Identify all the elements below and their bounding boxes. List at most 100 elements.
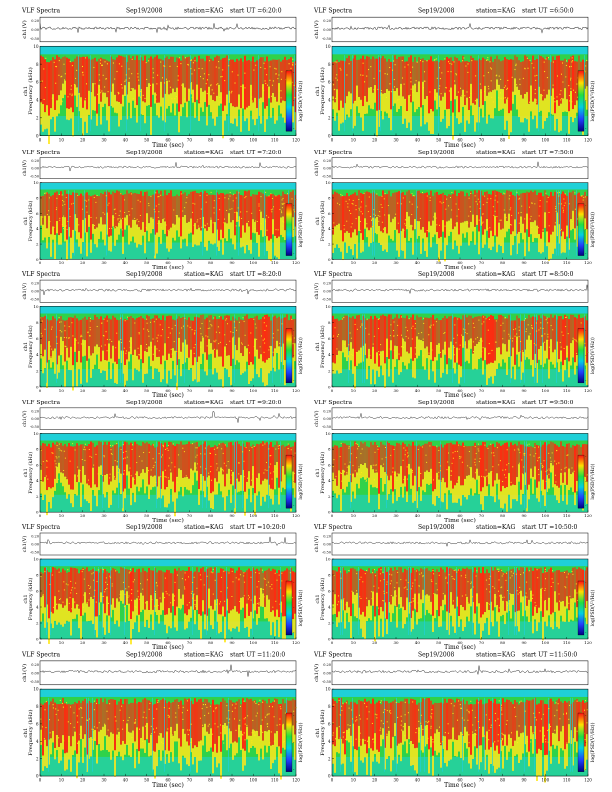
spectrogram-speckle <box>279 603 281 605</box>
spectrogram-speckle <box>103 569 105 571</box>
spectrogram-speckle <box>238 462 240 464</box>
spectrogram-speckle <box>114 460 116 462</box>
spectrogram-speckle <box>482 221 484 223</box>
spectrogram-speckle <box>279 445 281 447</box>
spectrogram-speckle <box>438 462 440 464</box>
spectrogram-gap <box>294 190 295 256</box>
spectrogram-column-mid <box>510 110 512 133</box>
spectrogram-speckle <box>123 470 125 472</box>
spectrogram-gap <box>480 190 481 256</box>
spectrogram-gap <box>342 567 343 635</box>
spectrogram-column-high <box>172 56 174 89</box>
spectrogram-speckle <box>216 351 218 353</box>
spectrogram-speckle <box>104 61 106 63</box>
spectrogram-speckle <box>488 318 490 320</box>
spectrogram-speckle <box>583 196 585 198</box>
colorbar-tick-label: - <box>585 203 587 208</box>
spectrogram-column-high <box>44 315 46 350</box>
spectrogram-speckle <box>56 207 58 209</box>
spectrogram-speckle <box>417 448 419 450</box>
spectrogram-speckle <box>375 464 377 466</box>
spectrogram-column-mid <box>420 229 422 254</box>
spectrogram-column-mid <box>388 480 390 495</box>
y-tick-label: 6 <box>36 336 39 341</box>
spectrogram-column-mid <box>80 362 82 384</box>
spectrogram-column-high <box>94 446 96 485</box>
spectrogram-column-high <box>188 441 190 479</box>
spectrogram-speckle <box>193 352 195 354</box>
colorbar-tick-label: - <box>293 327 295 332</box>
spectrogram-speckle <box>68 337 70 339</box>
spectrogram-column-mid <box>160 364 162 383</box>
spectrogram-speckle <box>157 196 159 198</box>
spectrogram-speckle <box>499 460 501 462</box>
spectrogram-speckle <box>281 572 283 574</box>
colorbar-tick-label: - <box>293 251 295 256</box>
spectrogram-speckle <box>41 320 43 322</box>
spectrogram-column-high <box>480 445 482 492</box>
spectrogram-column-mid <box>426 470 428 484</box>
spectrogram-column-mid <box>566 345 568 358</box>
spectrogram-speckle <box>380 94 382 96</box>
spectrogram-speckle <box>88 585 90 586</box>
spectrogram-speckle <box>59 469 61 471</box>
spectrogram-column-mid <box>460 222 462 246</box>
spectrogram-column-mid <box>40 216 42 226</box>
spectrogram-column-mid <box>250 611 252 629</box>
spectrogram-speckle <box>278 352 280 354</box>
spectrogram-speckle <box>543 61 545 63</box>
spectrogram-column-high <box>444 59 446 93</box>
spectrogram-column-high <box>264 443 266 479</box>
spectrogram-column-high <box>192 320 194 366</box>
spectrogram-column-mid <box>150 106 152 135</box>
x-tick-label: 20 <box>372 388 378 393</box>
spectrogram-speckle <box>551 467 553 469</box>
spectrogram-column-mid <box>162 592 164 611</box>
spectrogram-column-high <box>142 195 144 223</box>
spectrogram-speckle <box>195 605 197 607</box>
spectrogram-speckle <box>401 60 403 62</box>
spectrogram-column-mid <box>382 93 384 120</box>
spectrogram-speckle <box>191 469 192 471</box>
spectrogram-column-mid <box>576 480 578 492</box>
spectrogram-speckle <box>151 220 153 222</box>
spectrogram-speckle <box>449 62 451 65</box>
x-tick-label: 120 <box>584 137 592 142</box>
spectrogram-speckle <box>474 195 476 197</box>
spectrogram-column-high <box>268 195 270 241</box>
spectrogram-column-mid <box>444 342 446 355</box>
spectrogram-column-mid <box>80 238 82 254</box>
spectrogram-column-mid <box>420 340 422 351</box>
spectrogram-speckle <box>111 453 113 455</box>
spectrogram-column-mid <box>62 83 64 99</box>
spectrogram-column-mid <box>184 87 186 103</box>
spectrogram-column-high <box>352 567 354 593</box>
spectrogram-column-mid <box>458 234 460 254</box>
spectrogram-speckle <box>219 341 221 343</box>
spectrogram-speckle <box>581 195 583 197</box>
spectrogram-column-mid <box>454 362 456 374</box>
spectrogram-gap <box>78 55 79 132</box>
spectrogram-speckle <box>133 479 135 481</box>
spectrogram-column-high <box>120 193 122 220</box>
spectrogram-column-high <box>174 320 176 351</box>
spectrogram-column-mid <box>494 216 496 236</box>
spectrogram-speckle <box>224 334 226 336</box>
spectrogram-speckle <box>147 329 149 331</box>
spectrogram-column-high <box>192 443 194 471</box>
x-tick-label: 30 <box>101 137 106 142</box>
spectrogram-column-high <box>422 58 424 82</box>
spectrogram-column-mid <box>346 601 348 613</box>
spectrogram-column-mid <box>204 480 206 498</box>
spectrogram-speckle <box>135 473 136 475</box>
spectrogram-gap <box>294 55 295 132</box>
spectrogram-column-high <box>494 447 496 481</box>
spectrogram-column-mid <box>106 360 108 381</box>
spectrogram-speckle <box>454 80 456 82</box>
y-tick-label: 0 <box>36 257 39 262</box>
spectrogram-speckle <box>134 355 136 357</box>
spectrogram-speckle <box>437 475 439 477</box>
spectrogram-speckle <box>525 331 527 333</box>
spectrogram-column-mid <box>438 238 440 262</box>
spectrogram-speckle <box>533 455 535 457</box>
